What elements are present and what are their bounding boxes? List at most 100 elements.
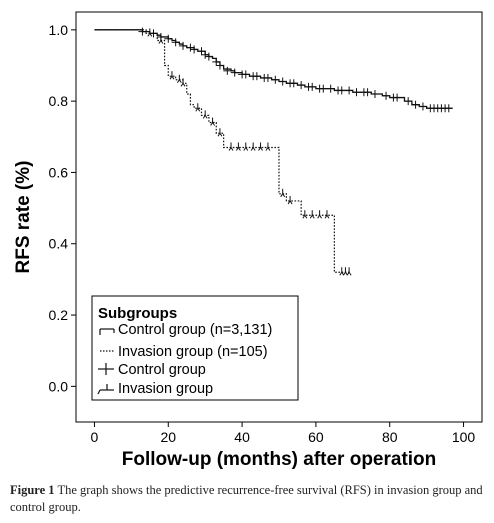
censor-mark-control xyxy=(204,52,213,61)
censor-mark-invasion-l xyxy=(317,214,321,219)
censor-mark-invasion xyxy=(158,35,164,44)
censor-mark-control xyxy=(230,68,239,77)
x-tick-label: 100 xyxy=(452,429,476,445)
censor-mark-invasion-l xyxy=(147,33,151,37)
censor-mark-invasion-r xyxy=(160,40,164,44)
censor-mark-invasion xyxy=(339,267,345,276)
y-tick-label: 0.2 xyxy=(49,307,69,323)
legend-box xyxy=(91,295,299,401)
censor-mark-invasion-r xyxy=(149,33,153,37)
censor-mark-invasion xyxy=(202,110,208,119)
x-tick-label: 0 xyxy=(91,429,99,445)
censor-mark-invasion xyxy=(346,267,352,276)
legend-entry-control: Control group xyxy=(118,362,206,378)
censor-mark-invasion xyxy=(147,28,153,37)
censor-mark-invasion-l xyxy=(210,122,213,126)
censor-mark-control xyxy=(278,77,287,86)
legend-entry-invasion: Invasion group xyxy=(118,381,213,397)
censor-mark-invasion xyxy=(243,142,249,151)
censor-mark-invasion xyxy=(287,195,293,205)
censor-mark-control xyxy=(308,82,317,91)
censor-mark-control xyxy=(164,34,173,43)
censor-mark-control xyxy=(404,97,413,106)
censor-mark-invasion-l xyxy=(258,147,261,151)
censor-mark-invasion xyxy=(176,74,182,84)
censor-mark-control xyxy=(263,73,272,82)
censor-mark-invasion xyxy=(280,188,286,198)
censor-mark-invasion-l xyxy=(343,271,346,276)
censor-mark-control xyxy=(171,38,180,47)
series-layer xyxy=(94,29,453,273)
x-tick-label: 80 xyxy=(382,429,398,445)
censor-mark-invasion xyxy=(265,142,271,151)
axes: 0 20 40 60 80 100 0.0 0.2 0.4 0.6 0.8 1.0 Follow-up … xyxy=(13,11,483,470)
censor-mark-invasion-r xyxy=(267,147,271,151)
censor-mark-control xyxy=(241,70,250,79)
censor-mark-invasion-r xyxy=(252,147,256,151)
censor-mark-invasion-r xyxy=(289,200,293,205)
censor-mark-control xyxy=(337,86,346,95)
censor-mark-invasion-l xyxy=(309,214,313,219)
censor-mark-invasion-l xyxy=(250,147,254,151)
y-tick-label: 1.0 xyxy=(49,22,69,38)
censor-mark-control xyxy=(223,66,232,75)
y-tick-label: 0.8 xyxy=(49,93,69,109)
censor-mark-control xyxy=(179,41,188,50)
censor-mark-invasion-r xyxy=(171,75,175,80)
legend-entry-invasion-n: Invasion group (n=105) xyxy=(118,344,268,360)
censor-mark-control xyxy=(190,45,199,54)
censor-mark-invasion-r xyxy=(237,147,241,151)
censor-mark-control xyxy=(352,88,361,97)
censor-marks xyxy=(138,27,453,276)
censor-mark-invasion-r xyxy=(212,122,215,126)
series-invasion-line xyxy=(94,29,350,273)
censor-mark-invasion-r xyxy=(204,115,208,119)
censor-mark-control xyxy=(326,84,335,93)
censor-mark-invasion-l xyxy=(280,193,284,198)
censor-mark-invasion xyxy=(169,71,175,80)
censor-mark-invasion-l xyxy=(346,271,350,276)
figure-caption: Figure 1 The graph shows the predictive … xyxy=(10,482,486,516)
censor-mark-invasion xyxy=(195,103,201,112)
censor-mark-invasion-r xyxy=(245,147,249,151)
censor-mark-invasion-l xyxy=(217,132,221,137)
censor-mark-invasion xyxy=(309,210,315,219)
censor-mark-control xyxy=(149,29,158,38)
censor-mark-invasion xyxy=(258,142,263,151)
censor-mark-control xyxy=(370,90,379,98)
legend-swatch-control-censor xyxy=(98,363,114,375)
censor-mark-invasion-l xyxy=(180,83,184,87)
figure-label: Figure 1 xyxy=(10,483,55,497)
censor-mark-invasion xyxy=(228,142,234,151)
x-tick-label: 60 xyxy=(308,429,324,445)
censor-mark-control xyxy=(212,57,221,66)
legend: Subgroups Control group (n=3,131) Invasi… xyxy=(91,295,299,401)
censor-mark-invasion-r xyxy=(282,193,286,198)
censor-mark-invasion xyxy=(217,128,223,137)
x-axis-label: Follow-up (months) after operation xyxy=(122,449,437,470)
censor-mark-control xyxy=(363,88,372,97)
censor-mark-invasion-l xyxy=(265,147,269,151)
legend-entry-control-n: Control group (n=3,131) xyxy=(118,322,272,338)
censor-mark-invasion-r xyxy=(219,132,223,137)
censor-mark-invasion-r xyxy=(260,147,263,151)
censor-mark-invasion-l xyxy=(324,214,328,219)
censor-mark-control xyxy=(289,79,298,88)
censor-mark-invasion-l xyxy=(202,115,206,119)
censor-mark-control xyxy=(319,84,328,93)
censor-mark-invasion-l xyxy=(302,214,306,219)
censor-mark-invasion-r xyxy=(230,147,234,151)
censor-mark-control xyxy=(382,91,391,100)
figure-caption-text: The graph shows the predictive recurrenc… xyxy=(10,483,483,514)
censor-mark-invasion-r xyxy=(319,214,323,219)
censor-mark-invasion-l xyxy=(169,75,173,80)
x-tick-label: 20 xyxy=(160,429,176,445)
censor-mark-invasion xyxy=(317,210,323,219)
censor-mark-control xyxy=(252,72,261,81)
censor-mark-invasion xyxy=(180,78,186,87)
y-tick-label: 0.0 xyxy=(49,378,69,394)
censor-mark-control xyxy=(418,102,427,111)
censor-mark-control xyxy=(201,50,210,59)
censor-mark-control xyxy=(197,47,206,56)
censor-mark-invasion xyxy=(324,210,330,219)
